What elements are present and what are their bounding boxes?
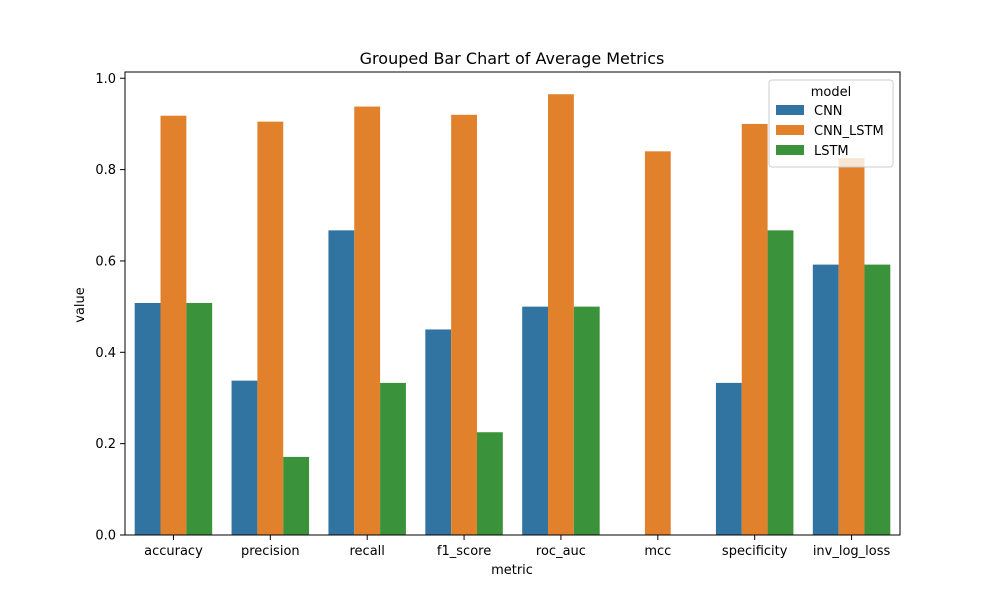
x-tick-label-recall: recall (349, 544, 384, 559)
y-axis-title: value (73, 287, 88, 323)
x-tick-label-inv-log-loss: inv_log_loss (813, 544, 891, 559)
x-tick-label-roc-auc: roc_auc (536, 544, 586, 559)
bar-cnn-recall (328, 230, 355, 535)
bar-cnn-inv-log-loss (812, 264, 839, 535)
legend-swatch-cnn-lstm (776, 125, 804, 135)
bar-lstm-inv-log-loss (864, 264, 891, 535)
bar-cnn-roc-auc (522, 306, 549, 535)
plot-frame (124, 71, 901, 536)
y-tick-label: 0.6 (95, 254, 116, 269)
bar-lstm-recall (380, 382, 406, 535)
legend-label-cnn-lstm: CNN_LSTM (814, 124, 884, 139)
x-tick-label-specificity: specificity (722, 544, 788, 559)
legend: model CNN CNN_LSTM LSTM (768, 79, 894, 168)
chart-title: Grouped Bar Chart of Average Metrics (360, 49, 665, 68)
bar-lstm-roc-auc (573, 306, 600, 535)
x-tick-label-accuracy: accuracy (144, 544, 203, 559)
bar-cnn-lstm-accuracy (160, 115, 187, 535)
y-tick-label: 0.0 (95, 529, 116, 544)
bar-lstm-accuracy (186, 302, 213, 535)
bar-cnn-precision (231, 380, 258, 535)
y-tick-label: 0.4 (95, 346, 116, 361)
y-tick-label: 1.0 (95, 72, 116, 87)
legend-label-cnn: CNN (814, 104, 843, 119)
legend-items: CNN CNN_LSTM LSTM (776, 104, 884, 159)
axes-layer: 0.0 0.2 0.4 0.6 0.8 1.0 accuracy precision recal… (95, 71, 901, 559)
legend-title: model (811, 85, 851, 100)
x-tick-label-mcc: mcc (644, 544, 671, 559)
bar-lstm-precision (283, 456, 310, 535)
bar-cnn-accuracy (134, 302, 161, 535)
bar-lstm-f1-score (476, 432, 503, 535)
bar-cnn-lstm-inv-log-loss (838, 158, 865, 535)
y-tick-label: 0.8 (95, 163, 116, 178)
bar-cnn-lstm-specificity (741, 123, 768, 536)
bar-cnn-lstm-precision (257, 121, 284, 535)
y-tick-label: 0.2 (95, 437, 116, 452)
bar-cnn-lstm-recall (354, 106, 381, 535)
x-tick-label-precision: precision (241, 544, 300, 559)
legend-label-lstm: LSTM (814, 144, 849, 159)
legend-swatch-cnn (776, 105, 804, 115)
bar-cnn-f1-score (425, 329, 452, 535)
bars-layer (134, 94, 891, 536)
legend-swatch-lstm (776, 145, 804, 155)
bar-cnn-specificity (715, 382, 742, 535)
bar-cnn-lstm-f1-score (451, 114, 477, 535)
x-tick-label-f1-score: f1_score (437, 544, 491, 559)
x-axis-title: metric (491, 563, 533, 578)
bar-cnn-lstm-roc-auc (548, 94, 574, 536)
bar-cnn-lstm-mcc (644, 151, 671, 535)
bar-lstm-specificity (767, 230, 794, 535)
